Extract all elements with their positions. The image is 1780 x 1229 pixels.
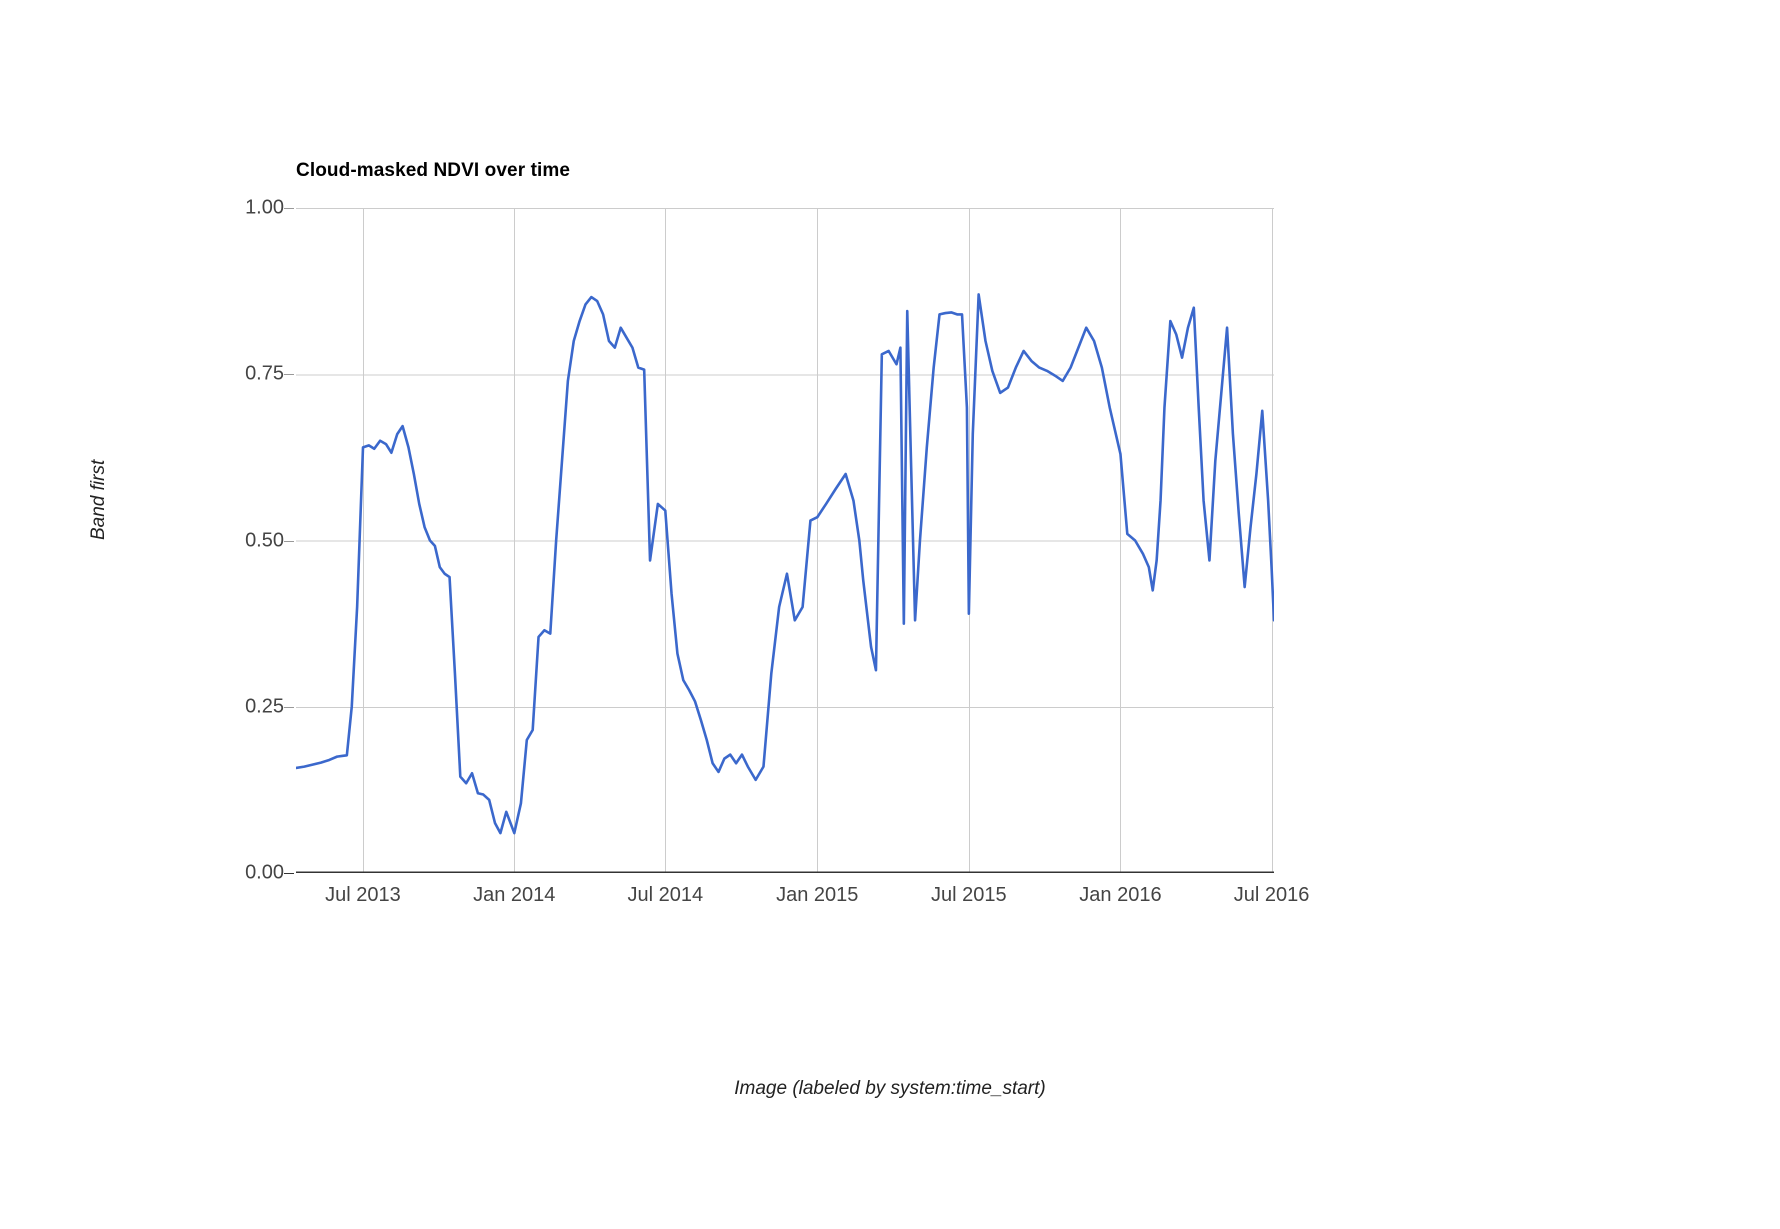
x-tick-label: Jul 2015: [931, 884, 1007, 906]
y-tick-mark: [284, 374, 294, 376]
x-tick-label: Jan 2014: [473, 884, 556, 906]
x-tick-label: Jan 2016: [1079, 884, 1162, 906]
y-tick-label: 0.25: [245, 695, 284, 718]
series-line-band-first: [296, 293, 1274, 835]
x-axis-title: Image (labeled by system:time_start): [734, 1078, 1046, 1099]
y-tick-marks: [284, 208, 296, 874]
y-tick-mark: [284, 540, 294, 542]
y-tick-mark: [284, 873, 294, 874]
x-tick-label: Jul 2014: [627, 884, 704, 906]
plot-area: [296, 208, 1274, 873]
chart-title: Cloud-masked NDVI over time: [296, 160, 571, 181]
y-tick-mark: [284, 706, 294, 708]
x-tick-label: Jul 2013: [325, 884, 401, 906]
y-tick-label: 0.50: [245, 529, 284, 551]
series-plot: [296, 208, 1274, 873]
y-tick-label: 0.00: [245, 861, 284, 884]
y-tick-mark: [284, 208, 294, 209]
x-axis-tick-labels: Jul 2013 Jan 2014 Jul 2014 Jan 2015 Jul 2015…: [296, 884, 1309, 914]
x-tick-label: Jan 2015: [776, 884, 859, 906]
y-tick-label: 1.00: [245, 196, 284, 219]
y-axis-tick-labels: 1.00 0.75 0.50 0.25 0.00: [240, 197, 284, 884]
y-tick-label: 0.75: [245, 362, 284, 385]
y-axis-title: Band first: [88, 459, 109, 540]
x-tick-label: Jul 2016: [1233, 884, 1310, 906]
